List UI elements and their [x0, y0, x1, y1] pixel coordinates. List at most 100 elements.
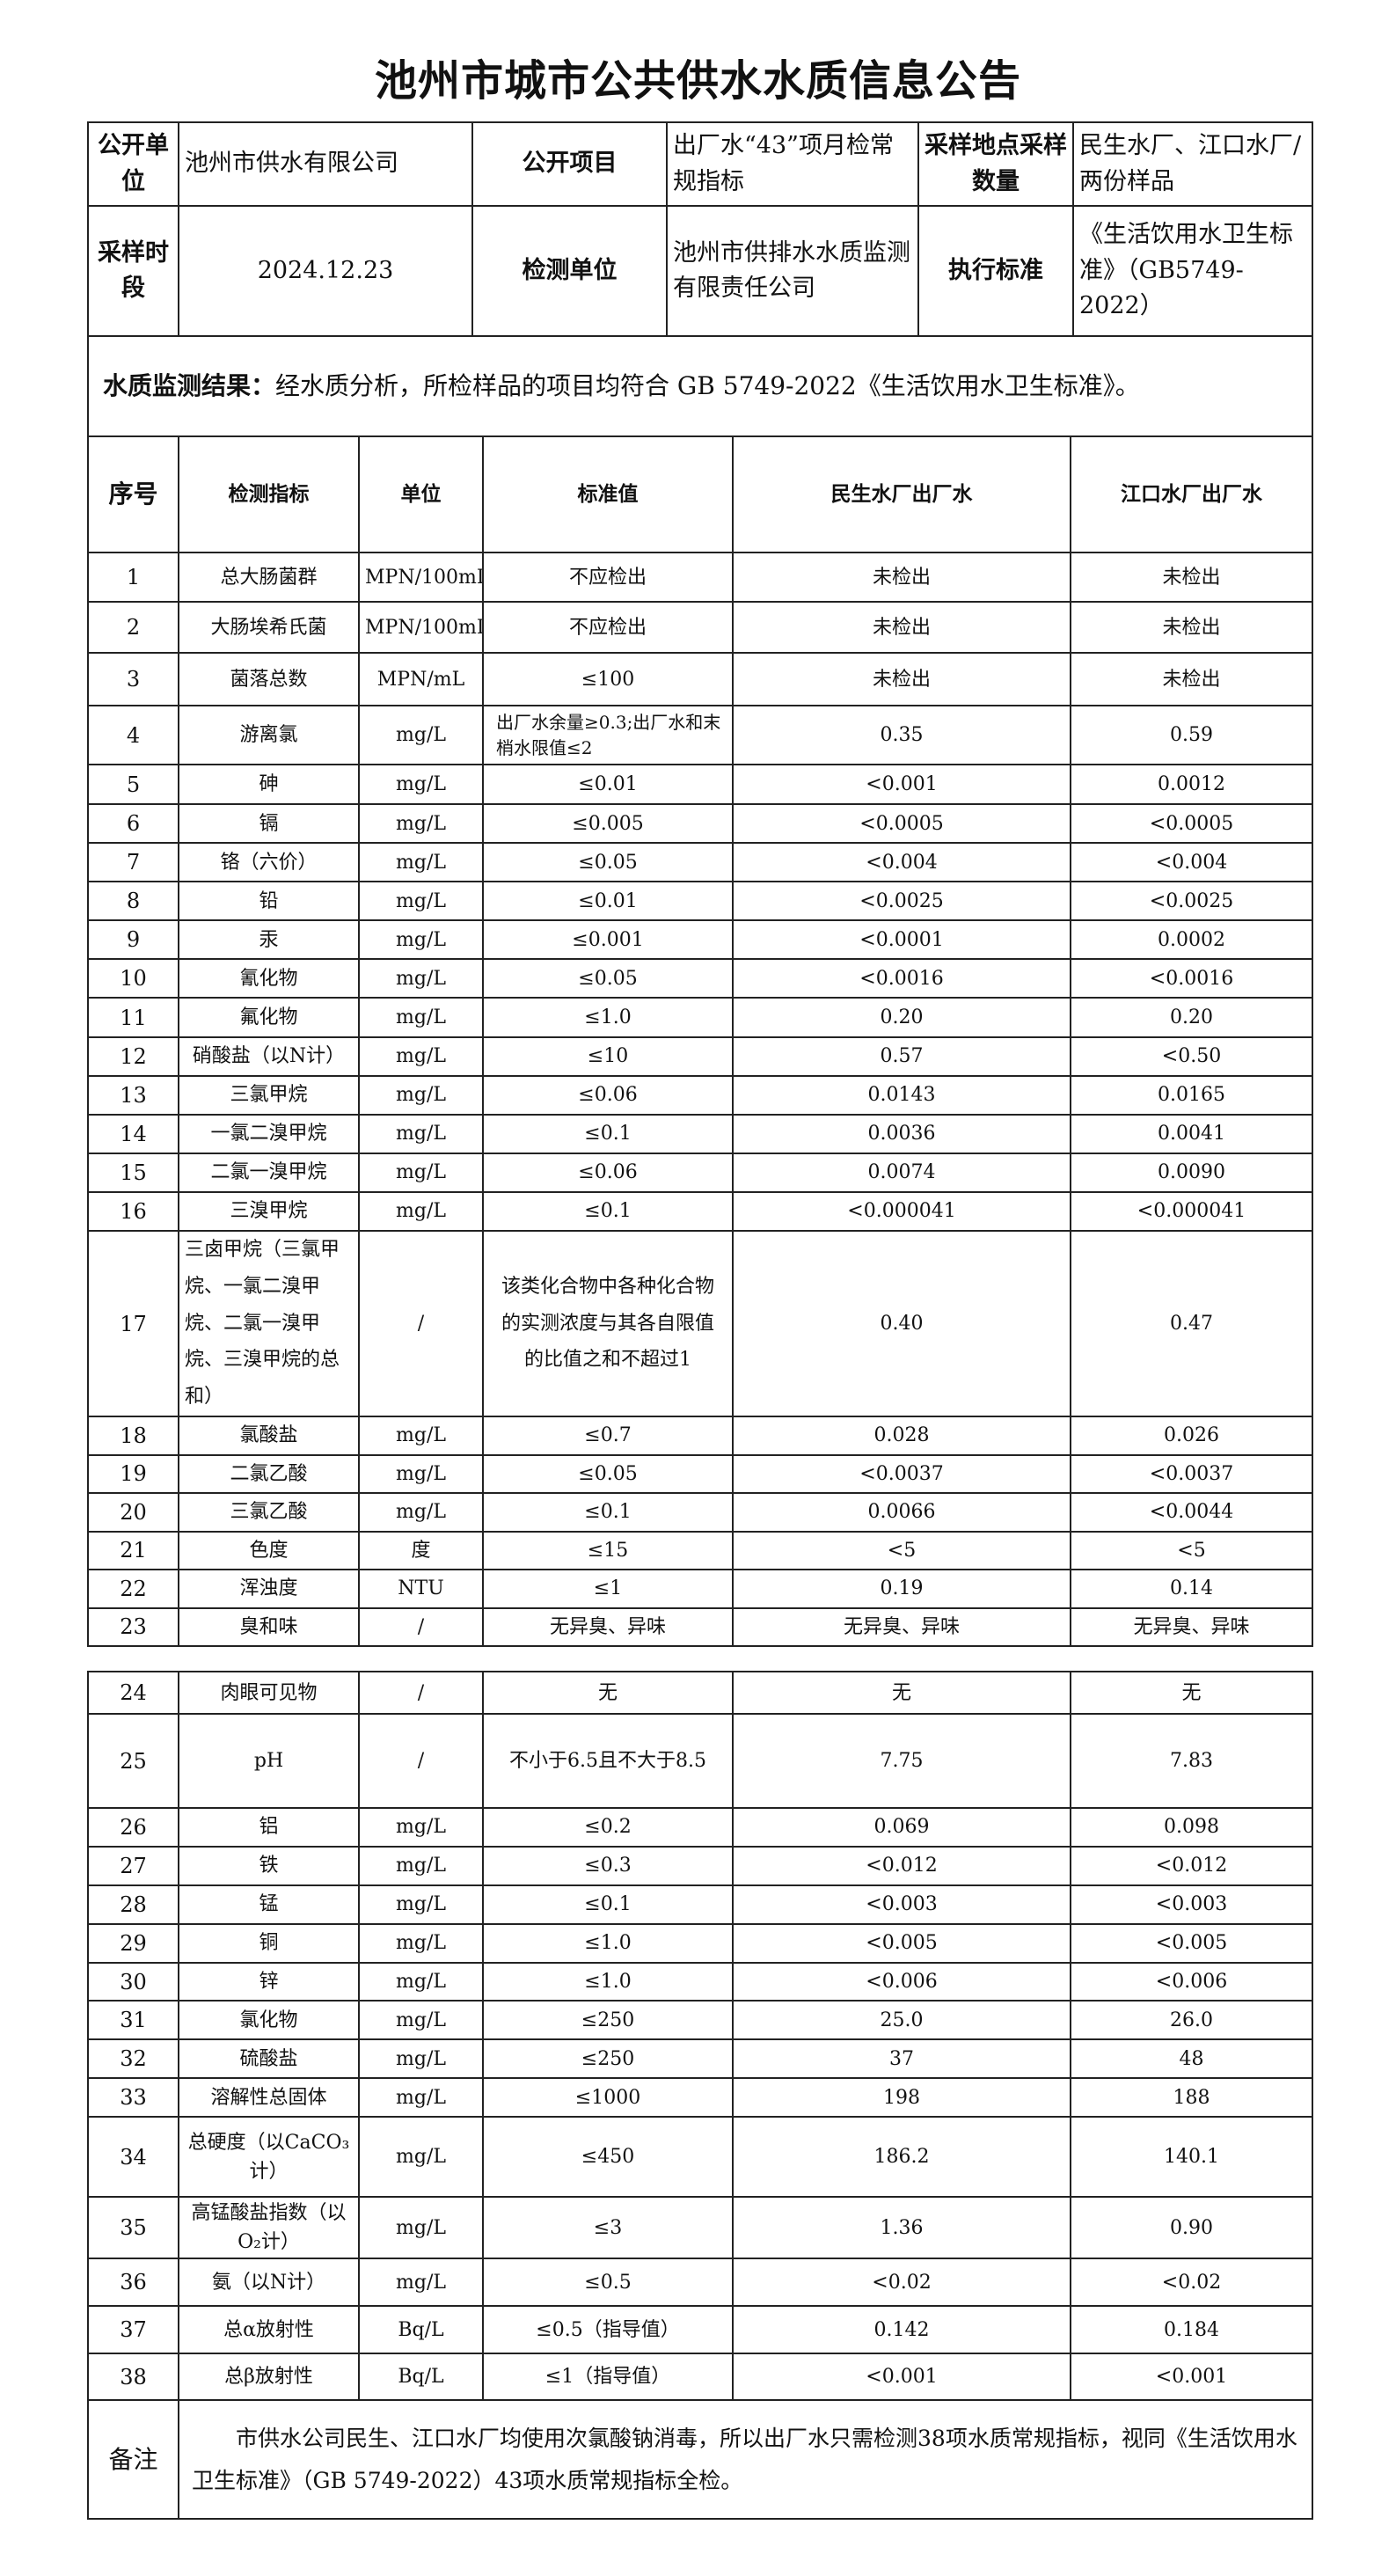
cell-standard: ≤1.0: [482, 997, 734, 1038]
table-row: 14 一氯二溴甲烷 mg/L ≤0.1 0.0036 0.0041: [87, 1113, 1313, 1154]
table-row: 27 铁 mg/L ≤0.3 <0.012 <0.012: [87, 1845, 1313, 1886]
cell-minsheng-result: <0.0037: [732, 1453, 1071, 1495]
cell-standard: ≤3: [482, 2196, 734, 2260]
cell-standard: ≤0.1: [482, 1492, 734, 1533]
cell-minsheng-result: <0.0016: [732, 958, 1071, 999]
cell-jiangkou-result: <0.012: [1070, 1845, 1313, 1886]
cell-minsheng-result: 0.0074: [732, 1152, 1071, 1193]
cell-jiangkou-result: 无异臭、异味: [1070, 1606, 1313, 1648]
cell-seq: 14: [87, 1113, 179, 1154]
column-header-minsheng-result: 民生水厂出厂水: [732, 435, 1071, 553]
cell-unit: mg/L: [358, 842, 484, 883]
cell-minsheng-result: 186.2: [732, 2116, 1071, 2199]
cell-seq: 36: [87, 2258, 179, 2308]
cell-jiangkou-result: <0.004: [1070, 842, 1313, 883]
cell-jiangkou-result: 0.14: [1070, 1569, 1313, 1609]
cell-standard: ≤0.001: [482, 919, 734, 961]
cell-standard: ≤1: [482, 1569, 734, 1609]
cell-minsheng-result: 无: [732, 1671, 1071, 1715]
table-row: 24 肉眼可见物 / 无无无: [87, 1671, 1313, 1715]
cell-minsheng-result: 未检出: [732, 552, 1071, 603]
cell-seq: 1: [87, 552, 179, 603]
cell-unit: mg/L: [358, 1152, 484, 1193]
cell-indicator: 二氯乙酸: [178, 1453, 360, 1495]
cell-jiangkou-result: <0.0037: [1070, 1453, 1313, 1495]
cell-seq: 37: [87, 2305, 179, 2355]
cell-minsheng-result: 0.028: [732, 1416, 1071, 1456]
cell-jiangkou-result: 0.184: [1070, 2305, 1313, 2355]
cell-standard: ≤0.06: [482, 1152, 734, 1193]
cell-seq: 20: [87, 1492, 179, 1533]
cell-minsheng-result: <0.006: [732, 1961, 1071, 2002]
result-label: 水质监测结果：: [103, 371, 276, 400]
cell-standard: ≤250: [482, 2000, 734, 2041]
cell-unit: mg/L: [358, 705, 484, 765]
site-value: 民生水厂、江口水厂/两份样品: [1072, 121, 1313, 207]
cell-standard: ≤0.06: [482, 1074, 734, 1116]
table-row: 7 铬（六价） mg/L ≤0.05 <0.004 <0.004: [87, 842, 1313, 883]
cell-seq: 21: [87, 1530, 179, 1571]
cell-seq: 31: [87, 2000, 179, 2041]
cell-seq: 27: [87, 1845, 179, 1886]
table-row: 4 游离氯 mg/L 出厂水余量≥0.3;出厂水和末梢水限值≤2 0.35 0.59: [87, 705, 1313, 765]
cell-seq: 6: [87, 802, 179, 845]
cell-jiangkou-result: 无: [1070, 1671, 1313, 1715]
cell-jiangkou-result: <0.50: [1070, 1036, 1313, 1077]
cell-indicator: 色度: [178, 1530, 360, 1571]
table-row: 29 铜 mg/L ≤1.0 <0.005 <0.005: [87, 1922, 1313, 1964]
cell-seq: 30: [87, 1961, 179, 2002]
cell-unit: /: [358, 1230, 484, 1418]
cell-indicator: 铁: [178, 1845, 360, 1886]
results-table-part-1: 序号 检测指标 单位 标准值 民生水厂出厂水 江口水厂出厂水 1 总大肠菌群 MPN/100mL…: [87, 435, 1313, 1648]
table-row: 2 大肠埃希氏菌 MPN/100mL 不应检出 未检出 未检出: [87, 601, 1313, 654]
cell-minsheng-result: 0.19: [732, 1569, 1071, 1609]
cell-unit: mg/L: [358, 1074, 484, 1116]
lab-value: 池州市供排水水质监测有限责任公司: [666, 205, 919, 337]
cell-standard: ≤0.05: [482, 958, 734, 999]
table-row: 6 镉 mg/L ≤0.005 <0.0005 <0.0005: [87, 802, 1313, 845]
remarks-text: 市供水公司民生、江口水厂均使用次氯酸钠消毒，所以出厂水只需检测38项水质常规指标…: [178, 2399, 1313, 2521]
cell-indicator: 总β放射性: [178, 2353, 360, 2402]
cell-minsheng-result: <0.02: [732, 2258, 1071, 2308]
cell-minsheng-result: 未检出: [732, 601, 1071, 654]
cell-jiangkou-result: 140.1: [1070, 2116, 1313, 2199]
cell-minsheng-result: 0.0066: [732, 1492, 1071, 1533]
cell-standard: 出厂水余量≥0.3;出厂水和末梢水限值≤2: [482, 705, 734, 765]
cell-standard: ≤0.01: [482, 764, 734, 805]
standard-value: 《生活饮用水卫生标准》（GB5749-2022）: [1072, 205, 1313, 337]
cell-seq: 34: [87, 2116, 179, 2199]
cell-unit: mg/L: [358, 1113, 484, 1154]
cell-jiangkou-result: 0.47: [1070, 1230, 1313, 1418]
cell-jiangkou-result: 0.0041: [1070, 1113, 1313, 1154]
cell-unit: /: [358, 1671, 484, 1715]
cell-jiangkou-result: 0.90: [1070, 2196, 1313, 2260]
cell-jiangkou-result: 未检出: [1070, 601, 1313, 654]
table-row: 11 氟化物 mg/L ≤1.0 0.20 0.20: [87, 997, 1313, 1038]
remarks-label: 备注: [87, 2399, 179, 2521]
cell-jiangkou-result: 0.0012: [1070, 764, 1313, 805]
cell-seq: 35: [87, 2196, 179, 2260]
cell-standard: ≤10: [482, 1036, 734, 1077]
cell-seq: 32: [87, 2038, 179, 2080]
cell-indicator: 总硬度（以CaCO₃计）: [178, 2116, 360, 2199]
cell-seq: 13: [87, 1074, 179, 1116]
cell-jiangkou-result: <5: [1070, 1530, 1313, 1571]
table-row: 20 三氯乙酸 mg/L ≤0.1 0.0066 <0.0044: [87, 1492, 1313, 1533]
table-row: 21 色度度 ≤15 <5 <5: [87, 1530, 1313, 1571]
cell-minsheng-result: 0.142: [732, 2305, 1071, 2355]
table-row: 30 锌 mg/L ≤1.0 <0.006 <0.006: [87, 1961, 1313, 2002]
cell-minsheng-result: <0.001: [732, 764, 1071, 805]
cell-unit: mg/L: [358, 1807, 484, 1848]
table-row: 9 汞 mg/L ≤0.001 <0.0001 0.0002: [87, 919, 1313, 961]
table-row: 3 菌落总数 MPN/mL ≤100 未检出 未检出: [87, 652, 1313, 706]
cell-unit: mg/L: [358, 1190, 484, 1233]
table-row: 19 二氯乙酸 mg/L ≤0.05 <0.0037 <0.0037: [87, 1453, 1313, 1495]
cell-standard: ≤0.3: [482, 1845, 734, 1886]
cell-standard: ≤0.1: [482, 1190, 734, 1233]
column-header-seq: 序号: [87, 435, 179, 553]
cell-unit: mg/L: [358, 1961, 484, 2002]
cell-indicator: 肉眼可见物: [178, 1671, 360, 1715]
cell-indicator: 三氯甲烷: [178, 1074, 360, 1116]
cell-unit: mg/L: [358, 997, 484, 1038]
table-row: 22 浑浊度 NTU ≤1 0.19 0.14: [87, 1569, 1313, 1609]
